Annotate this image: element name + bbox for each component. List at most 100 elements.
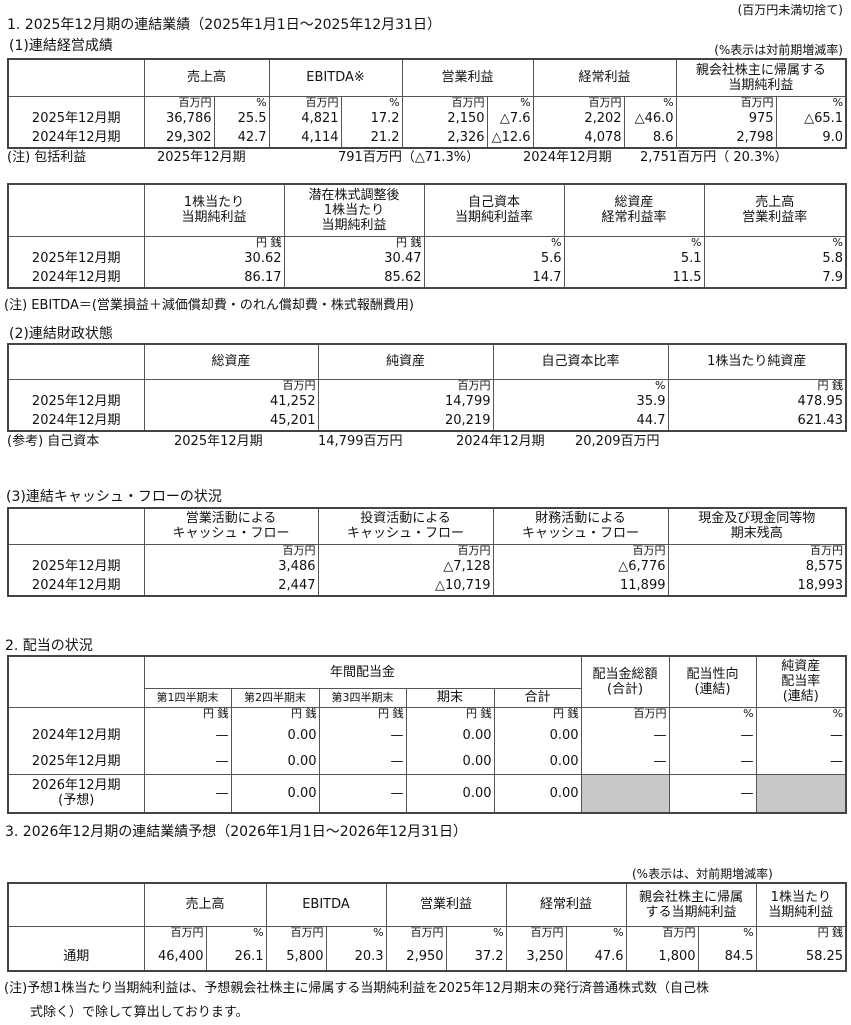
units-row: 百万円 百万円 百万円 百万円 [7,544,847,557]
table-row: 2024年12月期 —0.00—0.00 0.00— — — [7,721,847,749]
financial-subtitle: (2)連結財政状態 [9,326,113,342]
period-cell: 2025年12月期 [7,557,145,576]
units-row: 百万円% 百万円% 百万円% 百万円% 百万円% [7,96,847,109]
value-cell: — [668,749,757,774]
header-row: 売上高 EBITDA※ 営業利益 経常利益 親会社株主に帰属する 当期純利益 [7,58,847,97]
table-row: 2025年12月期 41,252 14,799 35.9 478.95 [7,392,847,411]
column-header: 現金及び現金同等物 期末残高 [667,507,847,545]
column-header: 期末 [405,687,495,708]
value-cell: 84.5 [697,943,757,971]
value-cell: 0.00 [230,773,320,813]
value-cell: 2,202 [532,109,625,128]
unit-label: 百万円 [505,926,567,943]
unit-label: 円 銭 [143,707,232,721]
value-cell: 0.00 [405,721,495,749]
column-header: 1株当たり純資産 [667,343,847,380]
corner-cell [7,507,145,545]
value-cell: 36,786 [143,109,215,128]
unit-label: 百万円 [317,379,494,392]
change-note: (%表示は対前期増減率) [714,43,843,57]
unit-label: % [755,707,847,721]
period-cell: 2024年12月期 [7,128,145,148]
column-header: 財務活動による キャッシュ・フロー [492,507,669,545]
value-cell: △65.1 [775,109,847,128]
period-cell [7,707,145,721]
value-cell: 30.62 [143,249,285,268]
unit-label: 百万円 [317,544,494,557]
column-header: 総資産 [143,343,319,380]
column-header: 第1四半期末 [143,687,232,708]
header-row: 1株当たり 当期純利益 潜在株式調整後 1株当たり 当期純利益 自己資本 当期純利益… [7,183,847,237]
table-row: 2025年12月期 30.62 30.47 5.6 5.1 5.8 [7,249,847,268]
value: 791百万円（△71.3%） [338,150,480,165]
value-cell: — [318,749,407,774]
unit-label: 円 銭 [667,379,847,392]
unit-label: % [565,926,627,943]
table-row: 2024年12月期 2,447 △10,719 11,899 18,993 [7,576,847,596]
corner-cell [7,343,145,380]
value-cell: △7.6 [486,109,534,128]
unit-label: 百万円 [143,544,319,557]
unit-label: 百万円 [580,707,670,721]
rounding-note: (百万円未満切捨て) [737,3,843,17]
column-header: 営業利益 [385,882,507,927]
value-cell: 0.00 [230,749,320,774]
unit-label: 百万円 [675,96,777,109]
value-cell: — [668,721,757,749]
value-cell: — [668,773,757,813]
period: 2024年12月期 [456,434,545,449]
value: 20,209百万円 [575,434,660,449]
value-cell: — [580,749,670,774]
unit-label: 百万円 [385,926,447,943]
value-cell: — [143,749,232,774]
period: 2024年12月期 [523,150,612,165]
value-cell: 41,252 [143,392,319,411]
value-cell: 975 [675,109,777,128]
value-cell: 621.43 [667,411,847,431]
header-row: 第1四半期末 第2四半期末 第3四半期末 期末 合計 [8,687,846,708]
value-cell: 35.9 [492,392,669,411]
value-cell: 11.5 [563,268,705,288]
value-cell: 5.6 [423,249,565,268]
value-cell: 29,302 [143,128,215,148]
table-row: 2024年12月期 29,302 42.7 4,114 21.2 2,326 △12.6 4,… [7,128,847,148]
unit-label: 円 銭 [283,236,425,249]
value-cell: — [143,773,232,813]
value-cell: 4,821 [268,109,342,128]
value-cell: 5.1 [563,249,705,268]
unit-label: % [668,707,757,721]
period: 2025年12月期 [157,150,246,165]
value-cell: 478.95 [667,392,847,411]
units-row: 円 銭円 銭円 銭円 銭円 銭百万円%% [7,707,847,721]
column-header: 潜在株式調整後 1株当たり 当期純利益 [283,183,425,237]
value-cell: 2,150 [401,109,488,128]
value-cell: 0.00 [493,721,582,749]
value-cell: 8,575 [667,557,847,576]
period-cell [7,236,145,249]
forecast-change-note: (%表示は、対前期増減率) [632,867,773,881]
column-header: 純資産 [317,343,494,380]
unit-label: 円 銭 [318,707,407,721]
value-cell: 2,798 [675,128,777,148]
column-header: 自己資本比率 [492,343,669,380]
cashflow-table: 営業活動による キャッシュ・フロー 投資活動による キャッシュ・フロー 財務活動によ… [7,507,847,597]
value-cell: 7.9 [703,268,847,288]
column-header: 売上高 [143,58,270,97]
column-header: 経常利益 [532,58,677,97]
value-cell: △10,719 [317,576,494,596]
value-cell: 0.00 [405,749,495,774]
value-cell: △6,776 [492,557,669,576]
shaded-cell [755,773,847,813]
unit-label: 百万円 [143,926,207,943]
units-row: 円 銭円 銭%%% [7,236,847,249]
results-subtitle: (1)連結経営成績 [9,38,113,54]
table-row: 2024年12月期 86.17 85.62 14.7 11.5 7.9 [7,268,847,288]
value-cell: 85.62 [283,268,425,288]
value: 14,799百万円 [318,434,403,449]
value-cell: 45,201 [143,411,319,431]
label: (参考) 自己資本 [7,434,100,449]
label: (注) 包括利益 [7,150,87,165]
period-cell: 2024年12月期 [7,576,145,596]
column-header: 第3四半期末 [318,687,407,708]
unit-label: 円 銭 [493,707,582,721]
